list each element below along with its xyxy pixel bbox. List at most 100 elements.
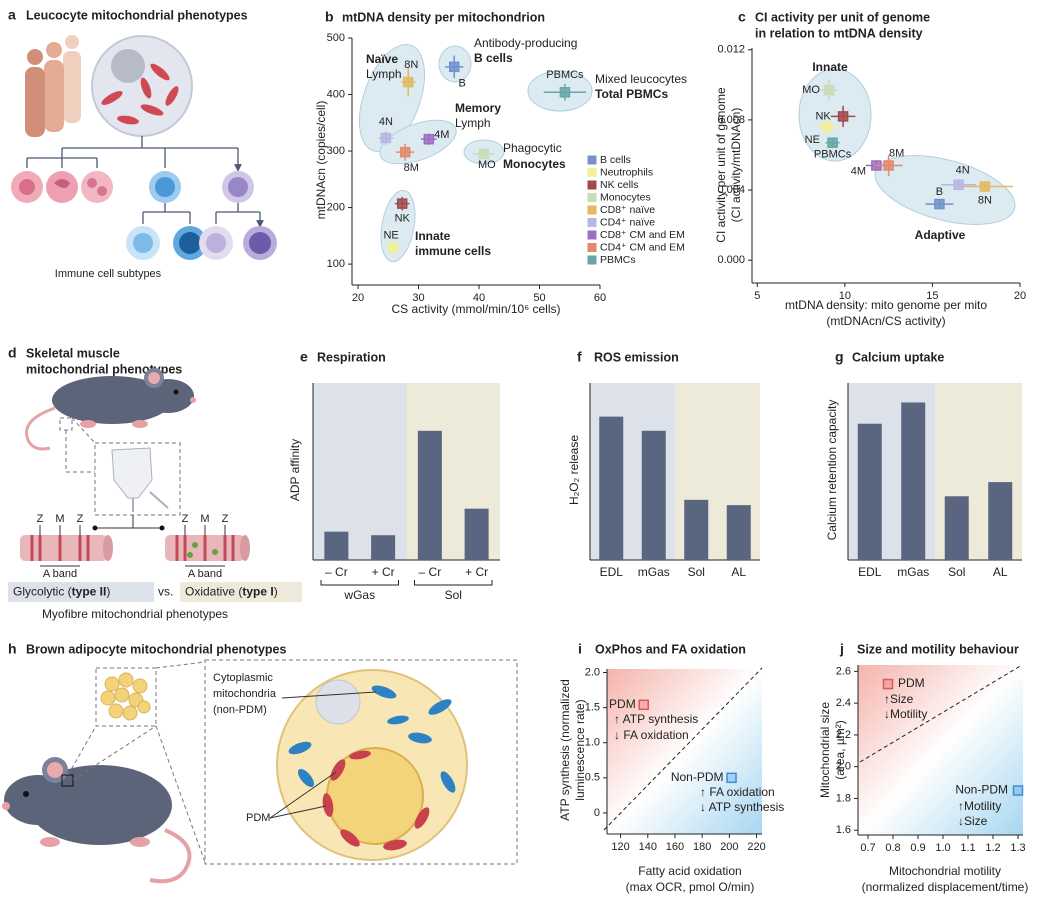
annotation: ↓ FA oxidation: [614, 728, 689, 742]
x-tick-label: 160: [666, 841, 684, 853]
annotation: ↓ ATP synthesis: [700, 800, 784, 814]
y-tick-label: 1.5: [585, 702, 600, 714]
x-tick-label: 30: [412, 292, 424, 304]
panel-title: in relation to mtDNA density: [755, 26, 923, 40]
bar: [684, 499, 709, 560]
panel-title: mtDNA density per mitochondrion: [342, 10, 545, 24]
point-label: PBMCs: [814, 149, 852, 161]
text: ): [106, 585, 110, 599]
y-axis-label: (area, µm²): [833, 720, 847, 780]
legend-swatch: [587, 180, 597, 190]
x-tick-label: 50: [533, 292, 545, 304]
x-tick-label: 120: [611, 841, 629, 853]
x-tick-label: AL: [731, 565, 746, 579]
point-label: 8N: [978, 194, 992, 206]
shading: [313, 383, 407, 560]
annotation: Lymph: [366, 67, 402, 81]
fibre-label: A band: [188, 568, 222, 580]
point-label: Non-PDM: [955, 783, 1008, 797]
text: ): [274, 585, 278, 599]
fibre-label: Z: [37, 513, 44, 525]
bar: [464, 508, 489, 560]
point: [953, 179, 964, 191]
x-axis-label: CS activity (mmol/min/10⁶ cells): [392, 302, 561, 316]
x-axis-label: (mtDNAcn/CS activity): [826, 314, 945, 328]
point-label: NE: [383, 230, 398, 242]
x-tick-label: 10: [839, 290, 851, 302]
legend-label: CD4⁺ CM and EM: [600, 241, 685, 253]
panel-title: ROS emission: [594, 350, 679, 364]
bar: [599, 416, 624, 560]
panel-letter: a: [8, 7, 16, 23]
point: [823, 84, 835, 96]
x-tick-label: 1.1: [960, 842, 975, 854]
panel-title: Leucocyte mitochondrial phenotypes: [26, 8, 248, 22]
caption: Immune cell subtypes: [55, 268, 162, 280]
x-tick-label: Sol: [948, 565, 965, 579]
label-box: [180, 582, 302, 602]
panel-title: CI activity per unit of genome: [755, 10, 930, 24]
point-label: 8M: [889, 147, 904, 159]
point: [979, 181, 991, 192]
fibre-label: Z: [182, 513, 189, 525]
point: [1012, 785, 1024, 796]
x-tick-label: 60: [594, 292, 606, 304]
annotation: ↑Size: [884, 692, 914, 706]
group-bracket: [414, 580, 493, 586]
x-tick-label: + Cr: [372, 565, 395, 579]
fibre-glycolytic: [20, 525, 113, 561]
fibre-label: Z: [222, 513, 229, 525]
y-tick-label: 2.0: [585, 666, 600, 678]
plot-background: [607, 669, 762, 834]
y-tick-label: 2.6: [836, 665, 851, 677]
point-label: NK: [395, 213, 411, 225]
legend-label: Monocytes: [600, 191, 651, 203]
x-tick-label: 20: [352, 292, 364, 304]
legend-label: CD8⁺ CM and EM: [600, 229, 685, 241]
x-axis-label: Mitochondrial motility: [889, 864, 1001, 878]
fibre-oxidative: [165, 525, 250, 561]
point: [387, 242, 399, 253]
y-axis-label: (CI activity/mtDNAcn): [729, 108, 743, 223]
legend-label: PBMCs: [600, 254, 636, 266]
legend-swatch: [587, 255, 597, 265]
point: [396, 198, 408, 209]
point: [403, 76, 414, 88]
bar: [944, 496, 969, 560]
cluster: [798, 68, 872, 162]
y-tick-label: 100: [327, 258, 345, 270]
annotation: Monocytes: [503, 157, 566, 171]
label-box: [8, 582, 154, 602]
legend-label: Neutrophils: [600, 166, 653, 178]
y-tick-label: 0.000: [717, 254, 745, 266]
point-label: B: [459, 78, 466, 90]
panel-letter: g: [835, 349, 844, 365]
x-tick-label: 40: [473, 292, 485, 304]
point: [883, 160, 894, 171]
fibre-label: Z: [77, 513, 84, 525]
annotation: Phagocytic: [503, 141, 562, 155]
point-label: NE: [805, 134, 820, 146]
annotation: ↑ ATP synthesis: [614, 712, 698, 726]
mouse: [2, 757, 192, 884]
bar: [371, 535, 396, 560]
panel-title: mitochondrial phenotypes: [26, 362, 182, 376]
panel-d: d Skeletal muscle mitochondrial phenotyp…: [8, 345, 302, 621]
point-label: PDM: [898, 676, 925, 690]
point-label: 4M: [851, 165, 866, 177]
annotation: immune cells: [415, 244, 491, 258]
panel-a: a Leucocyte mitochondrial phenotypes Imm…: [8, 7, 277, 280]
x-tick-label: 220: [747, 841, 765, 853]
callout: PDM: [246, 812, 270, 824]
y-tick-label: 200: [327, 201, 345, 213]
annotation: ↓Motility: [884, 707, 927, 721]
legend-swatch: [587, 205, 597, 215]
human-figures: [25, 35, 81, 137]
bar: [641, 430, 666, 560]
x-axis-label: Fatty acid oxidation: [638, 864, 741, 878]
point: [726, 772, 737, 784]
annotation: B cells: [474, 51, 513, 65]
panel-title: Calcium uptake: [852, 350, 944, 364]
x-tick-label: AL: [993, 565, 1008, 579]
